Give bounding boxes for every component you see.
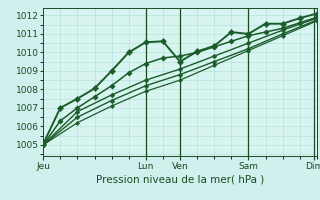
X-axis label: Pression niveau de la mer( hPa ): Pression niveau de la mer( hPa ): [96, 175, 264, 185]
